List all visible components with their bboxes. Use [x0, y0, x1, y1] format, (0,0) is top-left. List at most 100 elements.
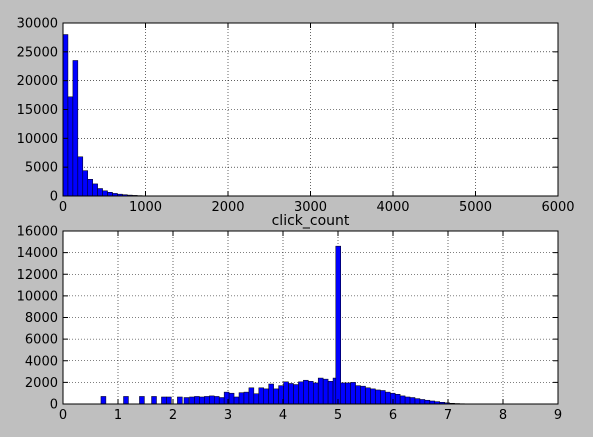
- histogram-bar: [102, 190, 108, 197]
- y-tick-label: 6000: [25, 333, 58, 348]
- histogram-bar: [308, 381, 314, 405]
- x-tick-label: 3: [224, 408, 232, 423]
- histogram-bar: [298, 381, 304, 405]
- histogram-bar: [370, 388, 376, 405]
- histogram-bar: [317, 377, 324, 405]
- histogram-bar: [209, 395, 215, 405]
- histogram-bar: [123, 396, 129, 405]
- histogram-bar: [77, 156, 84, 197]
- histogram-bar: [243, 391, 250, 405]
- y-tick-label: 25000: [17, 45, 58, 60]
- x-tick-label: 5000: [459, 200, 492, 215]
- histogram-bar: [238, 392, 245, 405]
- histogram-bar: [258, 387, 264, 405]
- histogram-bar: [151, 396, 157, 405]
- x-tick-label: 4: [279, 408, 287, 423]
- histogram-bar: [233, 396, 240, 405]
- x-tick-label: 8: [499, 408, 507, 423]
- x-tick-label: 1: [114, 408, 122, 423]
- histogram-bar: [253, 393, 260, 405]
- histogram-bar: [177, 396, 183, 405]
- histogram-bar: [303, 379, 309, 405]
- histogram-bar: [87, 179, 93, 197]
- histogram-bar: [355, 385, 361, 405]
- x-tick-label: 6: [389, 408, 397, 423]
- histogram-bar: [139, 396, 145, 405]
- histogram-bar: [340, 382, 346, 405]
- histogram-bar: [424, 399, 431, 405]
- histogram-bar: [404, 396, 411, 405]
- histogram-bar: [419, 399, 426, 405]
- histogram-bar: [283, 381, 289, 405]
- plot-frame-top: [62, 22, 559, 197]
- histogram-bar: [248, 387, 255, 405]
- chart-title-click-count: click_count: [272, 213, 350, 229]
- histogram-bar: [97, 188, 103, 197]
- histogram-bar: [214, 396, 220, 405]
- y-tick-label: 2000: [25, 376, 58, 391]
- histogram-bar: [293, 384, 299, 405]
- plot-frame-bottom: [62, 230, 559, 405]
- bars-bottom: [100, 245, 480, 405]
- histogram-click-count: 0 1 2 3 4 5 6 7 8 9 0 2000 4000 6000 8000 10000 12000 140…: [17, 213, 563, 423]
- histogram-bar: [82, 170, 89, 197]
- x-tick-label: 0: [59, 200, 67, 215]
- ticks-top: 0 1000 2000 3000 4000 5000 6000 0 5000 10000 15000…: [17, 17, 575, 216]
- histogram-bar: [335, 245, 341, 405]
- histogram-bar: [183, 397, 190, 405]
- histogram-bar: [161, 396, 167, 405]
- histogram-bar: [380, 390, 386, 405]
- x-tick-label: 6000: [541, 200, 574, 215]
- plot-area-bottom: [63, 231, 558, 404]
- histogram-bar: [72, 60, 79, 197]
- histogram-bar: [189, 396, 195, 405]
- histogram-bar: [322, 378, 329, 405]
- y-tick-label: 10000: [17, 289, 58, 304]
- x-tick-label: 1000: [129, 200, 162, 215]
- x-tick-label: 2000: [211, 200, 244, 215]
- histogram-bar: [92, 183, 98, 197]
- histogram-bar: [194, 396, 200, 405]
- histogram-bar: [62, 34, 69, 197]
- y-tick-label: 15000: [17, 103, 58, 118]
- histogram-bar: [228, 392, 235, 405]
- x-tick-label: 4000: [376, 200, 409, 215]
- histogram-bar: [218, 397, 225, 405]
- histogram-bar: [365, 387, 371, 405]
- histogram-top: 0 1000 2000 3000 4000 5000 6000 0 5000 10000 15000…: [17, 17, 575, 216]
- y-tick-label: 12000: [17, 268, 58, 283]
- histogram-bar: [409, 397, 416, 405]
- x-tick-label: 9: [554, 408, 562, 423]
- histogram-bar: [375, 389, 381, 405]
- histogram-bar: [199, 396, 205, 405]
- histogram-bar: [399, 395, 406, 405]
- y-tick-label: 30000: [17, 17, 58, 32]
- histogram-bar: [350, 382, 356, 405]
- x-tick-label: 3000: [294, 200, 327, 215]
- y-tick-label: 16000: [17, 225, 58, 240]
- ticks-bottom: 0 1 2 3 4 5 6 7 8 9 0 2000 4000 6000 8000 10000 12000 140…: [17, 225, 563, 424]
- y-tick-label: 10000: [17, 132, 58, 147]
- histogram-bar: [263, 388, 269, 405]
- histogram-bar: [268, 383, 274, 405]
- histogram-bar: [313, 382, 319, 405]
- x-tick-label: 2: [169, 408, 177, 423]
- histogram-bar: [327, 381, 334, 405]
- histogram-bar: [100, 396, 107, 405]
- histogram-bar: [67, 96, 74, 197]
- histogram-bar: [204, 396, 210, 405]
- histogram-bar: [166, 396, 172, 405]
- histogram-bar: [394, 394, 401, 405]
- y-tick-label: 0: [50, 190, 58, 205]
- y-tick-label: 4000: [25, 354, 58, 369]
- histogram-bar: [273, 388, 279, 405]
- histogram-bar: [385, 391, 391, 405]
- x-tick-label: 5: [334, 408, 342, 423]
- y-tick-label: 5000: [25, 161, 58, 176]
- histogram-bar: [360, 385, 366, 405]
- grid-top: [63, 23, 558, 196]
- y-tick-label: 8000: [25, 311, 58, 326]
- y-tick-label: 0: [50, 398, 58, 413]
- histogram-bar: [414, 398, 421, 405]
